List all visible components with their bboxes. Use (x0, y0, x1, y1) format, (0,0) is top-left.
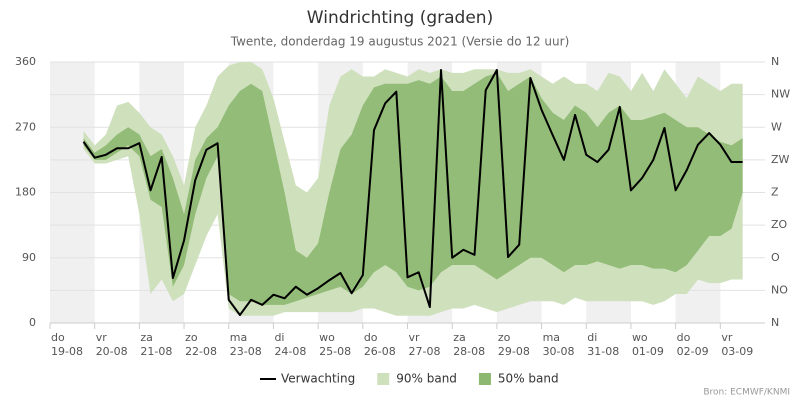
y2-tick-label: O (771, 251, 780, 264)
legend-swatch (377, 373, 390, 385)
x-tick-label: di 31-08 (587, 331, 619, 358)
y-tick-label: 180 (15, 186, 36, 199)
x-tick-label: zo 22-08 (185, 331, 217, 358)
y2-tick-label: Z (771, 186, 779, 199)
y2-tick-label: N (771, 55, 779, 68)
band-area (83, 72, 743, 305)
y2-tick-label: ZO (771, 218, 788, 231)
legend-label: Verwachting (281, 372, 355, 386)
x-tick-label: wo 01-09 (632, 331, 664, 358)
y2-tick-label: NW (771, 88, 790, 101)
y2-tick-label: ZW (771, 153, 790, 166)
y-tick-label: 90 (22, 251, 36, 264)
x-tick-label: do 19-08 (51, 331, 83, 358)
legend: Verwachting 90% band 50% band (260, 372, 559, 386)
x-tick-label: vr 20-08 (96, 331, 128, 358)
y-tick-label: 270 (15, 120, 36, 133)
chart-title: Windrichting (graden) (307, 8, 493, 28)
plot (82, 62, 743, 317)
x-tick-label: di 24-08 (274, 331, 306, 358)
x-tick-label: ma 30-08 (543, 331, 575, 358)
x-tick-label: zo 29-08 (498, 331, 530, 358)
chart-subtitle: Twente, donderdag 19 augustus 2021 (Vers… (230, 35, 570, 49)
legend-label: 90% band (396, 372, 457, 386)
x-tick-label: do 26-08 (364, 331, 396, 358)
y2-tick-label: W (771, 120, 782, 133)
x-tick-label: za 21-08 (140, 331, 172, 358)
x-tick-label: vr 03-09 (721, 331, 753, 358)
line (82, 68, 743, 317)
x-tick-label: do 02-09 (677, 331, 709, 358)
axes: N NO O ZO Z ZW W NW N 0 90 180 270 360 do 19-08 vr 20-08 z… (15, 55, 790, 358)
y-tick-label: 360 (15, 55, 36, 68)
y2-tick-label: N (771, 316, 779, 329)
legend-label: 50% band (498, 372, 559, 386)
legend-swatch (478, 373, 491, 385)
y2-tick-label: NO (771, 283, 788, 296)
x-tick-label: wo 25-08 (319, 331, 351, 358)
source: Bron: ECMWF/KNMI (703, 388, 790, 398)
x-tick-label: za 28-08 (453, 331, 485, 358)
x-tick-label: vr 27-08 (409, 331, 441, 358)
y-tick-label: 0 (29, 316, 36, 329)
x-tick-label: ma 23-08 (230, 331, 262, 358)
